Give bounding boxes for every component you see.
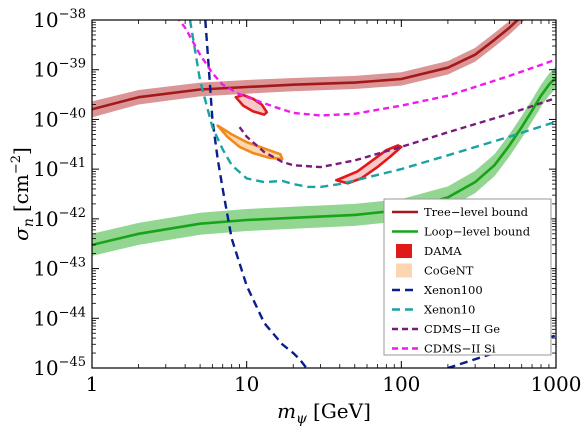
y-axis-label-unit-exp: −2: [9, 155, 24, 174]
legend-label-cdms-ii-ge: CDMS−II Ge: [424, 322, 500, 336]
legend-label-cogent: CoGeNT: [424, 264, 474, 278]
axis-tick-labels: 1 10 100 1000 10−45 10−44 10−43 10−42 10−41 10−40…: [33, 7, 581, 396]
legend-label-xenon100: Xenon100: [424, 283, 483, 297]
tree-level-bound-band: [92, 20, 525, 118]
x-tick-label: 10: [234, 372, 259, 396]
x-tick-label: 1: [86, 372, 99, 396]
y-tick-label: 10−44: [33, 305, 86, 330]
x-axis-label-sub: ψ: [296, 411, 308, 427]
plot-frame: [91, 19, 557, 369]
xenon100-line: [204, 20, 556, 368]
x-axis-label-unit: [GeV]: [313, 399, 371, 423]
legend-swatch-dama: [396, 244, 412, 258]
legend-label-dama: DAMA: [424, 244, 462, 258]
y-axis-label-unit-close: ]: [9, 147, 33, 155]
y-tick-label: 10−38: [33, 7, 86, 32]
legend: Tree−level bound Loop−level bound DAMA CoGe…: [383, 198, 552, 356]
dama-region-1: [234, 93, 269, 116]
x-axis-label: mψ [GeV]: [277, 399, 371, 427]
legend-swatch-cogent: [396, 263, 412, 278]
y-tick-label: 10−43: [33, 256, 86, 281]
legend-label-xenon10: Xenon10: [424, 303, 475, 317]
legend-label-cdms-ii-si: CDMS−II Si: [424, 342, 496, 356]
tree-level-bound-line: [92, 20, 520, 111]
x-axis-label-var: m: [277, 399, 296, 423]
legend-label-loop-level-bound: Loop−level bound: [424, 225, 531, 239]
y-tick-label: 10−39: [33, 57, 86, 82]
cogent-region-1: [216, 124, 284, 161]
y-axis-label-sub: n: [21, 218, 37, 227]
y-axis-label-unit: [cm: [9, 174, 33, 212]
legend-label-tree-level-bound: Tree−level bound: [424, 205, 529, 219]
y-tick-label: 10−42: [33, 206, 86, 231]
y-tick-label: 10−45: [33, 355, 86, 380]
axis-ticks: [91, 19, 557, 369]
x-tick-label: 100: [382, 372, 420, 396]
cdms-ii-ge-line: [238, 96, 556, 169]
y-axis-label-var: σ: [9, 226, 33, 241]
y-tick-label: 10−41: [33, 156, 86, 181]
cdms-ii-si-line: [177, 20, 556, 117]
x-tick-label: 1000: [531, 372, 581, 396]
loop-level-bound-line: [92, 76, 556, 247]
y-axis-label: σn [cm−2]: [9, 147, 37, 241]
y-tick-label: 10−40: [33, 106, 86, 131]
